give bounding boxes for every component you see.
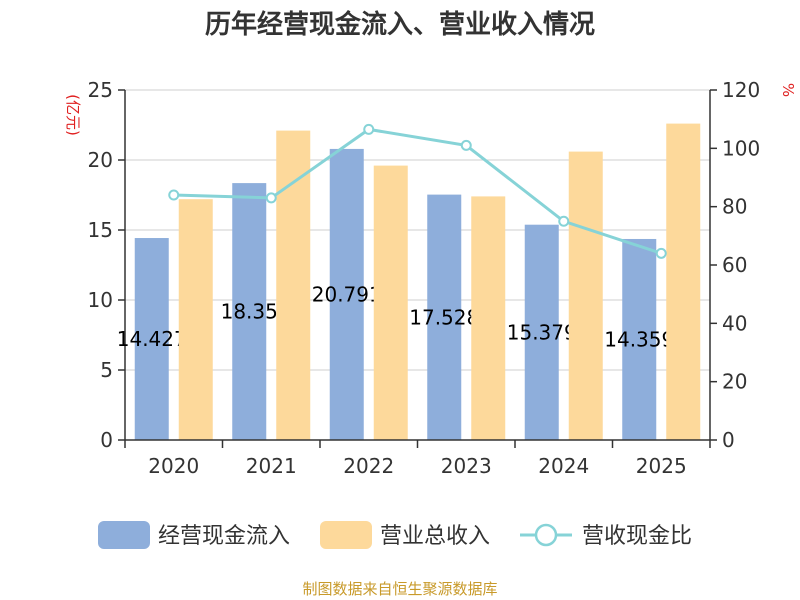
left-tick-label: 25 [88,78,113,102]
legend-label-total-revenue: 营业总收入 [380,524,490,549]
legend: 经营现金流入 营业总收入 营收现金比 [98,521,692,549]
left-tick-label: 15 [88,218,113,242]
x-tick-label: 2025 [636,454,687,478]
ratio-line-path [173,127,662,255]
x-tick-label: 2021 [246,454,297,478]
bar-total-revenue [568,151,603,440]
bar-total-revenue [666,123,701,440]
legend-swatch-cash-inflow [98,521,150,549]
source-note: 制图数据来自恒生聚源数据库 [302,580,497,598]
right-tick-label: 120 [722,78,760,102]
bar-total-revenue [471,196,506,440]
right-tick-label: 20 [722,370,747,394]
data-labels: 14.427 18.35 20.791 17.528 15.379 14.359 [117,282,674,351]
ratio-point [558,215,570,227]
legend-label-ratio: 营收现金比 [582,524,692,549]
legend-label-cash-inflow: 经营现金流入 [158,524,290,549]
data-label: 18.35 [221,300,278,324]
data-label: 15.379 [507,320,577,344]
bar-cash-inflow [232,183,267,440]
bar-cash-inflow [427,194,462,440]
right-tick-label: 60 [722,253,747,277]
right-axis-unit: % [779,83,797,97]
ratio-line [168,123,667,259]
right-tick-label: 40 [722,311,747,335]
x-tick-label: 2020 [148,454,199,478]
data-label: 20.791 [312,282,382,306]
bar-total-revenue [276,130,311,440]
data-label: 14.427 [117,327,187,351]
ratio-point [265,192,277,204]
left-tick-label: 5 [100,358,113,382]
x-tick-label: 2022 [343,454,394,478]
chart-title: 历年经营现金流入、营业收入情况 [205,9,595,40]
right-tick-label: 0 [722,428,735,452]
left-tick-label: 20 [88,148,113,172]
legend-swatch-total-revenue [320,521,372,549]
right-tick-label: 100 [722,136,760,160]
ratio-point [460,139,472,151]
x-tick-label: 2023 [441,454,492,478]
ratio-point [168,189,180,201]
gridlines [125,89,710,371]
ratio-point [655,247,667,259]
bar-cash-inflow [622,238,657,440]
bars [134,123,701,440]
data-label: 14.359 [604,327,674,351]
x-tick-label: 2024 [538,454,589,478]
left-tick-label: 0 [100,428,113,452]
data-label: 17.528 [409,305,479,329]
ratio-point [363,123,375,135]
bar-total-revenue [178,199,213,440]
left-tick-label: 10 [88,288,113,312]
bar-total-revenue [373,165,408,440]
left-axis-unit: (亿元) [64,94,82,136]
legend-marker-ratio [534,523,558,547]
bar-cash-inflow [329,148,364,440]
bar-cash-inflow [524,224,559,440]
right-tick-label: 80 [722,195,747,219]
bar-cash-inflow [134,238,169,440]
